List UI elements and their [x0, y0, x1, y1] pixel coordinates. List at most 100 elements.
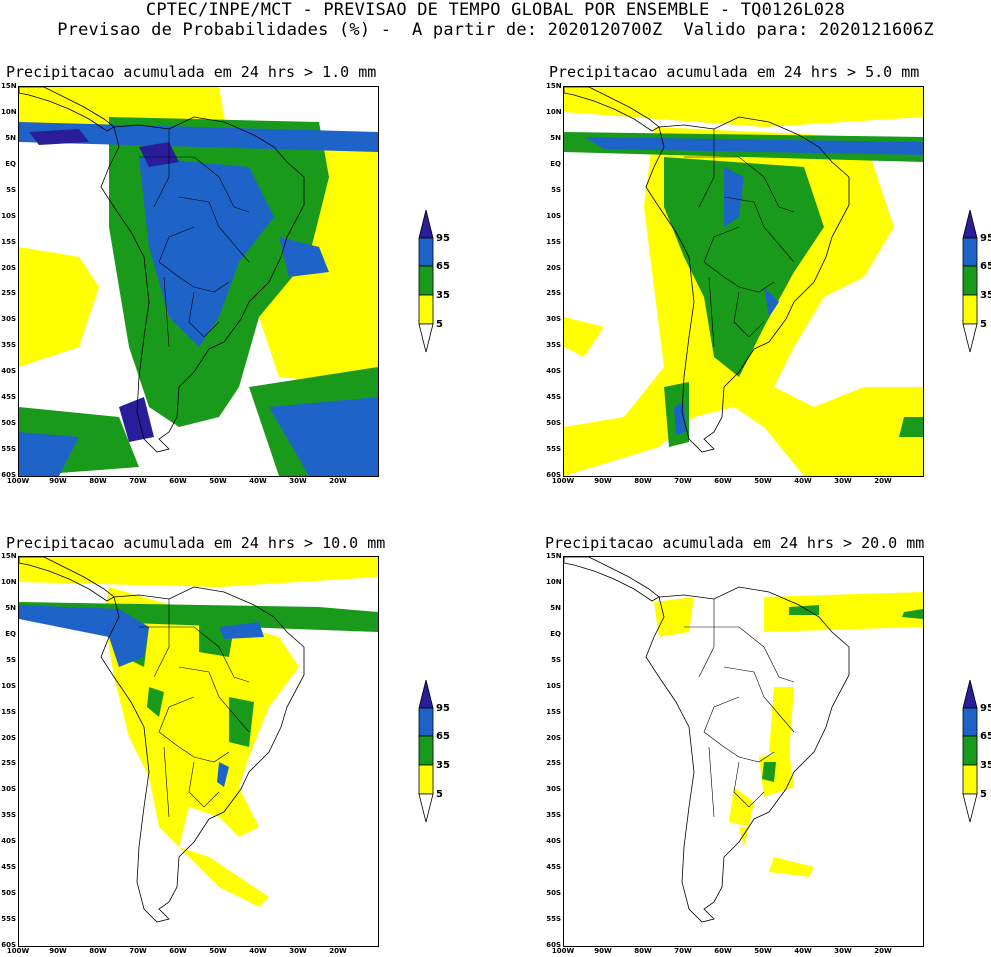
longitude-tick-label: 80W [634, 477, 652, 485]
latitude-tick-label: 45S [1, 863, 16, 872]
longitude-tick-label: 70W [674, 477, 692, 485]
latitude-tick-label: 50S [546, 419, 561, 428]
latitude-tick-label: 5N [550, 603, 561, 612]
latitude-tick-label: 60S [546, 471, 561, 479]
longitude-tick-label: 40W [249, 947, 267, 955]
colorbar-segment [962, 793, 978, 823]
longitude-tick-label: 60W [169, 947, 187, 955]
coastline-central-america [19, 87, 115, 132]
colorbar-label: 65 [436, 261, 450, 272]
figure-title-line-1: CPTEC/INPE/MCT - PREVISAO DE TEMPO GLOBA… [145, 0, 846, 20]
latitude-tick-label: 5N [5, 133, 16, 142]
latitude-tick-label: 10S [1, 681, 16, 690]
colorbar: 95 65 35 5 [418, 679, 478, 825]
colorbar-label: 35 [436, 290, 450, 301]
map-canvas [564, 87, 923, 476]
latitude-tick-label: 25S [1, 289, 16, 298]
latitude-tick-label: 40S [1, 837, 16, 846]
colorbar: 95 65 35 5 [962, 679, 991, 825]
colorbar-label: 5 [980, 789, 987, 800]
longitude-tick-label: 30W [289, 477, 307, 485]
colorbar-segment [962, 294, 978, 325]
map-panel-1 [18, 86, 379, 477]
longitude-tick-label: 60W [714, 477, 732, 485]
colorbar-label: 95 [436, 233, 450, 244]
latitude-tick-label: 35S [1, 811, 16, 820]
colorbar-segment [962, 209, 978, 239]
latitude-tick-label: 10N [1, 577, 17, 586]
latitude-tick-label: 55S [546, 445, 561, 454]
coastline-central-america [564, 87, 660, 132]
colorbar-label: 35 [980, 760, 991, 771]
latitude-tick-label: 15S [546, 707, 561, 716]
latitude-tick-label: 60S [546, 941, 561, 949]
latitude-tick-label: 40S [1, 367, 16, 376]
latitude-tick-label: EQ [5, 159, 16, 168]
longitude-tick-label: 50W [209, 477, 227, 485]
longitude-tick-label: 20W [329, 477, 347, 485]
colorbar-segment [418, 707, 434, 737]
latitude-tick-label: 15S [546, 237, 561, 246]
colorbar-segment [962, 679, 978, 709]
colorbar: 95 65 35 5 [418, 209, 478, 355]
longitude-tick-label: 100W [551, 477, 575, 485]
latitude-tick-label: 15N [546, 552, 562, 560]
colorbar-segment [962, 323, 978, 353]
latitude-tick-label: EQ [550, 159, 561, 168]
latitude-tick-label: 55S [1, 915, 16, 924]
longitude-tick-label: 30W [289, 947, 307, 955]
latitude-tick-label: 5S [551, 185, 561, 194]
colorbar-label: 35 [436, 760, 450, 771]
longitude-tick-label: 100W [6, 947, 30, 955]
probability-area-c5 [19, 557, 378, 907]
longitude-tick-label: 80W [634, 947, 652, 955]
panel-1-title: Precipitacao acumulada em 24 hrs > 1.0 m… [6, 63, 377, 81]
colorbar-segment [418, 237, 434, 267]
colorbar-segment [962, 265, 978, 296]
colorbar-label: 95 [436, 703, 450, 714]
latitude-tick-label: 50S [546, 889, 561, 898]
longitude-tick-label: 60W [169, 477, 187, 485]
latitude-tick-label: 15N [1, 552, 17, 560]
longitude-tick-label: 40W [249, 477, 267, 485]
latitude-tick-label: 15S [1, 707, 16, 716]
country-borders [139, 129, 250, 348]
longitude-tick-label: 90W [594, 947, 612, 955]
longitude-tick-label: 90W [49, 477, 67, 485]
coastline-central-america [564, 557, 660, 602]
latitude-tick-label: 20S [546, 733, 561, 742]
longitude-tick-label: 70W [674, 947, 692, 955]
longitude-tick-label: 40W [794, 947, 812, 955]
colorbar-segment [962, 707, 978, 737]
latitude-tick-label: 45S [546, 393, 561, 402]
map-canvas [564, 557, 923, 923]
latitude-tick-label: 30S [546, 785, 561, 794]
map-canvas [19, 87, 378, 476]
latitude-tick-label: 5S [551, 655, 561, 664]
figure-title-line-2: Previsao de Probabilidades (%) - A parti… [57, 20, 934, 40]
latitude-tick-label: EQ [5, 629, 16, 638]
latitude-tick-label: 50S [1, 889, 16, 898]
latitude-tick-label: 10N [546, 577, 562, 586]
colorbar-label: 65 [980, 261, 991, 272]
longitude-tick-label: 70W [129, 477, 147, 485]
latitude-tick-label: 10N [1, 107, 17, 116]
latitude-tick-label: 5N [550, 133, 561, 142]
latitude-tick-label: 35S [546, 811, 561, 820]
latitude-tick-label: 20S [1, 263, 16, 272]
colorbar-segment [418, 793, 434, 823]
longitude-tick-label: 50W [754, 947, 772, 955]
colorbar-label: 95 [980, 233, 991, 244]
map-panel-2 [563, 86, 924, 477]
latitude-tick-label: 20S [1, 733, 16, 742]
latitude-tick-label: 40S [546, 837, 561, 846]
latitude-tick-label: 10N [546, 107, 562, 116]
longitude-tick-label: 80W [89, 477, 107, 485]
colorbar: 95 65 35 5 [962, 209, 991, 355]
longitude-tick-label: 50W [209, 947, 227, 955]
colorbar-segment [418, 265, 434, 296]
latitude-tick-label: 25S [546, 289, 561, 298]
longitude-tick-label: 30W [834, 947, 852, 955]
longitude-tick-label: 20W [874, 477, 892, 485]
latitude-tick-label: 10S [546, 211, 561, 220]
